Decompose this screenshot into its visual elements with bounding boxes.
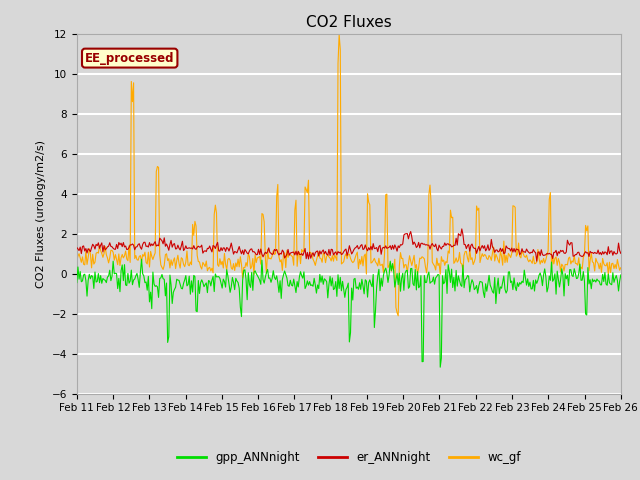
Legend: gpp_ANNnight, er_ANNnight, wc_gf: gpp_ANNnight, er_ANNnight, wc_gf	[172, 446, 526, 469]
Title: CO2 Fluxes: CO2 Fluxes	[306, 15, 392, 30]
Y-axis label: CO2 Fluxes (urology/m2/s): CO2 Fluxes (urology/m2/s)	[36, 140, 46, 288]
Text: EE_processed: EE_processed	[85, 51, 175, 65]
